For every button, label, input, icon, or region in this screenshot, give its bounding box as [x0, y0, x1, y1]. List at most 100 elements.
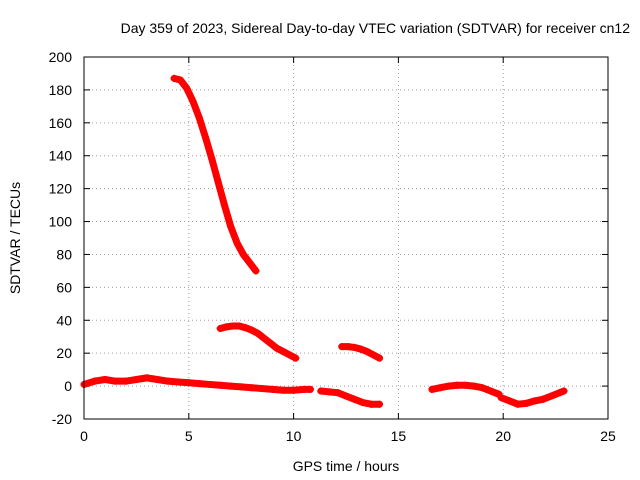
data-point	[229, 322, 237, 330]
data-point	[487, 387, 495, 395]
x-tick-label: 25	[600, 428, 616, 444]
y-tick-label: 40	[56, 312, 72, 328]
x-tick-label: 20	[495, 428, 511, 444]
y-axis-label: SDTVAR / TECUs	[7, 182, 23, 294]
data-point	[227, 382, 235, 390]
data-point	[90, 377, 98, 385]
data-point	[195, 114, 203, 122]
data-point	[325, 388, 333, 396]
y-tick-label: 120	[49, 181, 73, 197]
data-point	[214, 178, 222, 186]
data-point	[183, 84, 191, 92]
x-tick-label: 5	[185, 428, 193, 444]
data-point	[369, 351, 377, 359]
data-markers	[80, 74, 568, 408]
y-tick-label: -20	[52, 411, 72, 427]
series-high-arc	[170, 74, 260, 275]
data-point	[376, 400, 384, 408]
data-point	[260, 334, 268, 342]
data-point	[350, 343, 358, 351]
data-point	[233, 239, 241, 247]
data-point	[470, 382, 478, 390]
data-point	[235, 322, 243, 330]
series-baseline	[80, 374, 314, 394]
data-point	[164, 377, 172, 385]
data-point	[292, 354, 300, 362]
data-point	[239, 250, 247, 258]
x-tick-label: 0	[80, 428, 88, 444]
data-point	[505, 397, 513, 405]
data-point	[547, 392, 555, 400]
data-point	[342, 392, 350, 400]
x-axis-label: GPS time / hours	[293, 458, 400, 474]
data-point	[461, 381, 469, 389]
data-point	[216, 381, 224, 389]
data-point	[290, 386, 298, 394]
data-point	[478, 384, 486, 392]
data-point	[359, 399, 367, 407]
data-point	[246, 259, 254, 267]
x-tick-label: 10	[286, 428, 302, 444]
data-point	[279, 348, 287, 356]
data-point	[189, 97, 197, 105]
data-point	[216, 325, 224, 332]
data-point	[206, 380, 214, 388]
series-trace	[497, 387, 568, 408]
data-point	[195, 380, 203, 388]
data-point	[258, 385, 266, 393]
data-point	[560, 387, 568, 395]
data-point	[357, 345, 365, 353]
data-point	[539, 395, 547, 403]
series-arc-20-23h	[497, 387, 568, 408]
data-point	[344, 343, 352, 351]
data-point	[279, 386, 287, 394]
y-tick-label: 200	[49, 49, 73, 65]
y-tick-label: 180	[49, 82, 73, 98]
data-point	[285, 351, 293, 359]
data-point	[267, 339, 275, 347]
data-point	[241, 324, 249, 332]
data-point	[208, 155, 216, 163]
data-point	[445, 382, 453, 390]
data-point	[122, 377, 130, 385]
data-point	[497, 394, 505, 402]
data-point	[306, 385, 314, 393]
data-point	[227, 222, 235, 230]
data-point	[363, 348, 371, 356]
data-point	[170, 74, 178, 82]
data-point	[153, 376, 161, 384]
data-point	[556, 389, 564, 397]
y-tick-label: 160	[49, 115, 73, 131]
data-point	[428, 385, 436, 393]
data-point	[185, 379, 193, 387]
y-tick-label: 80	[56, 246, 72, 262]
data-point	[237, 383, 245, 391]
data-point	[248, 384, 256, 392]
data-point	[202, 134, 210, 142]
data-point	[367, 400, 375, 408]
data-point	[453, 381, 461, 389]
data-point	[531, 397, 539, 405]
y-tick-label: 100	[49, 214, 73, 230]
data-point	[101, 376, 109, 384]
data-point	[350, 395, 358, 403]
data-point	[269, 385, 277, 393]
data-point	[334, 389, 342, 397]
data-point	[223, 323, 231, 331]
data-point	[132, 376, 140, 384]
series-arc-12h	[338, 343, 384, 362]
axis-ticks: 0 5 10 15 20 25 -20 0 20 40 60 80 100 120 140 160 180 200	[49, 49, 616, 444]
data-point	[174, 378, 182, 386]
plot-frame	[83, 56, 609, 420]
data-point	[254, 329, 262, 337]
data-point	[338, 343, 346, 351]
data-point	[317, 387, 325, 395]
y-tick-label: 20	[56, 345, 72, 361]
series-trace	[170, 74, 260, 275]
data-point	[220, 201, 228, 209]
data-point	[176, 76, 184, 84]
data-point	[252, 267, 260, 275]
y-tick-label: 60	[56, 279, 72, 295]
data-point	[300, 385, 308, 393]
